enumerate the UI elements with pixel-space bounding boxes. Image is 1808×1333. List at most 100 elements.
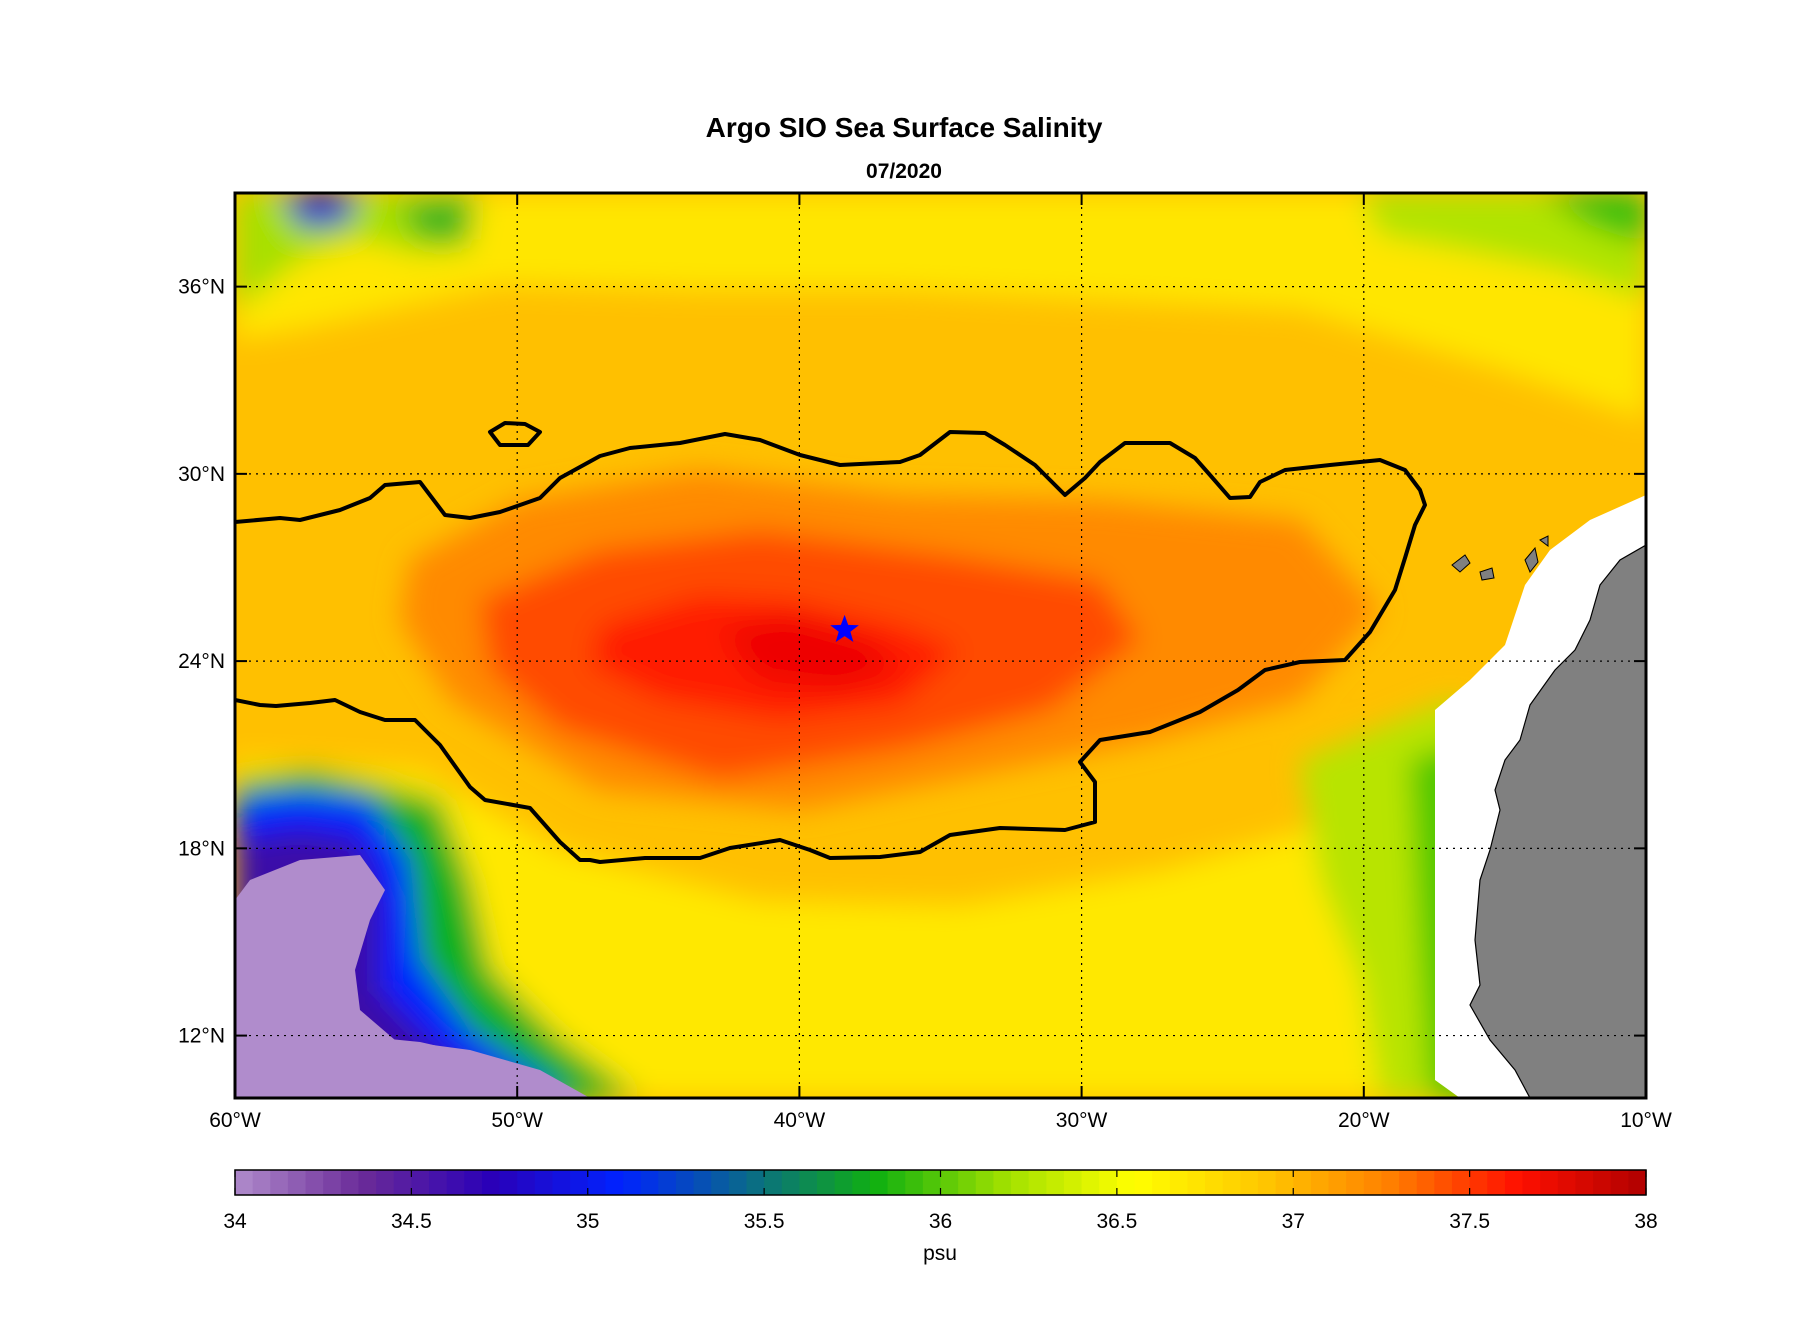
colorbar-swatch — [481, 1170, 501, 1195]
colorbar-swatch — [1081, 1170, 1100, 1195]
map-panel — [233, 191, 1648, 1100]
colorbar-tick-label: 38 — [1634, 1210, 1657, 1233]
colorbar-swatch — [675, 1170, 695, 1195]
colorbar-swatch — [1257, 1170, 1277, 1195]
lon-tick-label: 10°W — [1620, 1109, 1672, 1132]
colorbar-swatch — [1028, 1170, 1047, 1195]
island — [1451, 554, 1471, 573]
island — [1524, 546, 1539, 573]
colorbar-swatch — [517, 1170, 536, 1195]
colorbar-swatch — [799, 1170, 818, 1195]
colorbar-swatch — [358, 1170, 377, 1195]
colorbar-swatch — [1504, 1170, 1524, 1195]
colorbar-swatches — [235, 1170, 1647, 1195]
colorbar-tick-label: 34.5 — [391, 1210, 432, 1233]
colorbar-swatch — [887, 1170, 906, 1195]
map-subtitle: 07/2020 — [866, 160, 942, 183]
colorbar-swatch — [623, 1170, 642, 1195]
colorbar-swatch — [1434, 1170, 1453, 1195]
colorbar-swatch — [711, 1170, 730, 1195]
colorbar-swatch — [605, 1170, 624, 1195]
colorbar-swatch — [1046, 1170, 1065, 1195]
lat-tick-label: 12°N — [178, 1025, 225, 1048]
colorbar-swatch — [922, 1170, 942, 1195]
lat-tick-label: 18°N — [178, 837, 225, 860]
colorbar-swatch — [1575, 1170, 1594, 1195]
colorbar-swatch — [570, 1170, 589, 1195]
colorbar-swatch — [958, 1170, 977, 1195]
colorbar-swatch — [817, 1170, 836, 1195]
colorbar-swatch — [1116, 1170, 1136, 1195]
map-frame — [233, 191, 1648, 1100]
colorbar-swatch — [1187, 1170, 1206, 1195]
colorbar-swatch — [781, 1170, 800, 1195]
colorbar-swatch — [235, 1170, 254, 1195]
colorbar-swatch — [1011, 1170, 1030, 1195]
island — [1479, 567, 1495, 581]
lat-tick-label: 36°N — [178, 276, 225, 299]
island — [1539, 535, 1549, 547]
colorbar-swatch — [905, 1170, 924, 1195]
colorbar-swatch — [340, 1170, 360, 1195]
colorbar-swatch — [764, 1170, 783, 1195]
colorbar-swatch — [446, 1170, 465, 1195]
colorbar-swatch — [1487, 1170, 1506, 1195]
colorbar-swatch — [534, 1170, 554, 1195]
colorbar-swatch — [1063, 1170, 1083, 1195]
colorbar-swatch — [640, 1170, 659, 1195]
colorbar-swatch — [1240, 1170, 1259, 1195]
colorbar-swatch — [1522, 1170, 1541, 1195]
colorbar-swatch — [1557, 1170, 1577, 1195]
contour-37psu — [235, 430, 1427, 864]
colorbar-swatch — [1152, 1170, 1171, 1195]
colorbar-swatch — [1310, 1170, 1330, 1195]
colorbar-swatch — [940, 1170, 959, 1195]
colorbar-swatch — [323, 1170, 342, 1195]
colorbar-swatch — [287, 1170, 307, 1195]
latitude-tick-labels: 12°N 18°N 24°N 30°N 36°N — [178, 276, 225, 1048]
lat-tick-label: 30°N — [178, 463, 225, 486]
colorbar-swatch — [1451, 1170, 1471, 1195]
colorbar-tick-label: 37.5 — [1449, 1210, 1490, 1233]
colorbar-swatch — [869, 1170, 889, 1195]
colorbar-swatch — [464, 1170, 483, 1195]
colorbar-swatch — [1169, 1170, 1189, 1195]
colorbar-swatch — [1099, 1170, 1118, 1195]
colorbar-swatch — [499, 1170, 518, 1195]
colorbar-tick-label: 36 — [929, 1210, 952, 1233]
colorbar-swatch — [1275, 1170, 1294, 1195]
colorbar-swatch — [587, 1170, 606, 1195]
colorbar-swatch — [429, 1170, 448, 1195]
lon-tick-label: 30°W — [1056, 1109, 1108, 1132]
colorbar-swatch — [1328, 1170, 1347, 1195]
longitude-tick-labels: 60°W 50°W 40°W 30°W 20°W 10°W — [209, 1109, 1672, 1132]
lon-tick-label: 60°W — [209, 1109, 261, 1132]
colorbar-swatch — [270, 1170, 289, 1195]
colorbar-tick-label: 37 — [1282, 1210, 1305, 1233]
colorbar-swatch — [1293, 1170, 1312, 1195]
colorbar-swatch — [1593, 1170, 1612, 1195]
salinity-field — [235, 193, 1646, 1098]
colorbar-tick-label: 34 — [223, 1210, 247, 1233]
colorbar-swatch — [1628, 1170, 1647, 1195]
colorbar-swatch — [1222, 1170, 1241, 1195]
colorbar-swatch — [1540, 1170, 1559, 1195]
colorbar-swatch — [658, 1170, 677, 1195]
colorbar-swatch — [1205, 1170, 1224, 1195]
colorbar-swatch — [1469, 1170, 1488, 1195]
colorbar-swatch — [975, 1170, 995, 1195]
colorbar-swatch — [252, 1170, 271, 1195]
colorbar-swatch — [411, 1170, 430, 1195]
colorbar-swatch — [993, 1170, 1012, 1195]
colorbar-swatch — [693, 1170, 712, 1195]
colorbar: 34 34.5 35 35.5 36 36.5 37 37.5 38 psu — [223, 1169, 1658, 1265]
land-africa — [1469, 544, 1646, 1098]
colorbar-swatch — [1610, 1170, 1629, 1195]
lat-tick-label: 24°N — [178, 650, 225, 673]
colorbar-swatch — [1399, 1170, 1418, 1195]
colorbar-tick-labels: 34 34.5 35 35.5 36 36.5 37 37.5 38 — [223, 1210, 1657, 1233]
colorbar-tick-label: 36.5 — [1096, 1210, 1137, 1233]
colorbar-swatch — [852, 1170, 871, 1195]
map-title: Argo SIO Sea Surface Salinity — [705, 112, 1103, 143]
